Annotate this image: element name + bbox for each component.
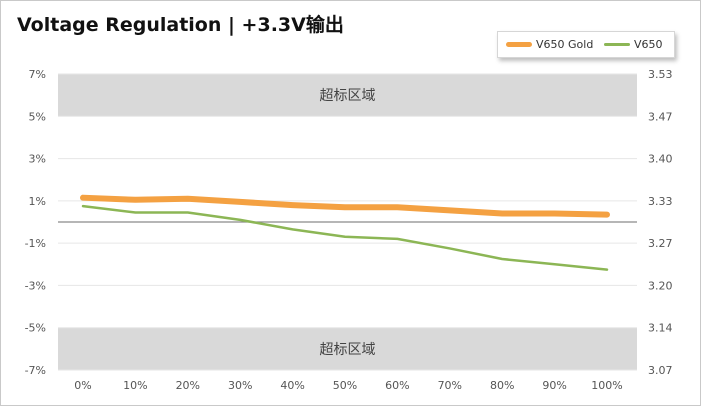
y-right-tick-label: 3.07 — [648, 364, 673, 377]
x-tick-label: 40% — [280, 379, 304, 392]
y-left-tick-label: 5% — [29, 110, 46, 123]
legend-swatch-v650-gold — [506, 41, 532, 47]
legend-swatch-v650 — [604, 42, 630, 46]
chart-legend: V650 Gold V650 — [497, 31, 675, 58]
x-tick-label: 10% — [123, 379, 147, 392]
y-right-tick-label: 3.27 — [648, 237, 673, 250]
y-right-tick-label: 3.33 — [648, 195, 673, 208]
legend-item-v650-gold: V650 Gold — [506, 37, 593, 51]
x-tick-label: 70% — [438, 379, 462, 392]
out-of-spec-zone-1 — [58, 327, 637, 370]
legend-label-v650-gold: V650 Gold — [536, 37, 594, 51]
x-tick-label: 50% — [333, 379, 357, 392]
out-of-spec-label-0: 超标区域 — [320, 88, 376, 104]
x-tick-label: 90% — [542, 379, 566, 392]
series-line-v650 — [81, 204, 609, 271]
out-of-spec-zone-0 — [58, 74, 637, 117]
y-right-tick-label: 3.53 — [648, 68, 673, 81]
y-right-tick-label: 3.40 — [648, 153, 673, 166]
y-left-tick-label: -3% — [25, 279, 46, 292]
legend-label-v650: V650 — [634, 37, 663, 51]
x-tick-label: 0% — [74, 379, 91, 392]
x-tick-label: 100% — [591, 379, 622, 392]
y-left-tick-label: 7% — [29, 68, 46, 81]
y-left-tick-label: -5% — [25, 322, 46, 335]
y-right-tick-label: 3.47 — [648, 110, 673, 123]
chart-title: Voltage Regulation | +3.3V输出 — [17, 14, 344, 36]
legend-item-v650: V650 — [604, 37, 663, 51]
x-tick-label: 80% — [490, 379, 514, 392]
y-left-tick-label: -7% — [25, 364, 46, 377]
y-right-tick-label: 3.20 — [648, 279, 673, 292]
x-tick-label: 30% — [228, 379, 252, 392]
x-tick-label: 60% — [385, 379, 409, 392]
x-tick-label: 20% — [176, 379, 200, 392]
series-line-v650-gold — [80, 194, 610, 218]
y-left-tick-label: 3% — [29, 153, 46, 166]
y-left-tick-label: -1% — [25, 237, 46, 250]
out-of-spec-label-1: 超标区域 — [320, 342, 376, 358]
y-left-tick-label: 1% — [29, 195, 46, 208]
y-right-tick-label: 3.14 — [648, 322, 673, 335]
